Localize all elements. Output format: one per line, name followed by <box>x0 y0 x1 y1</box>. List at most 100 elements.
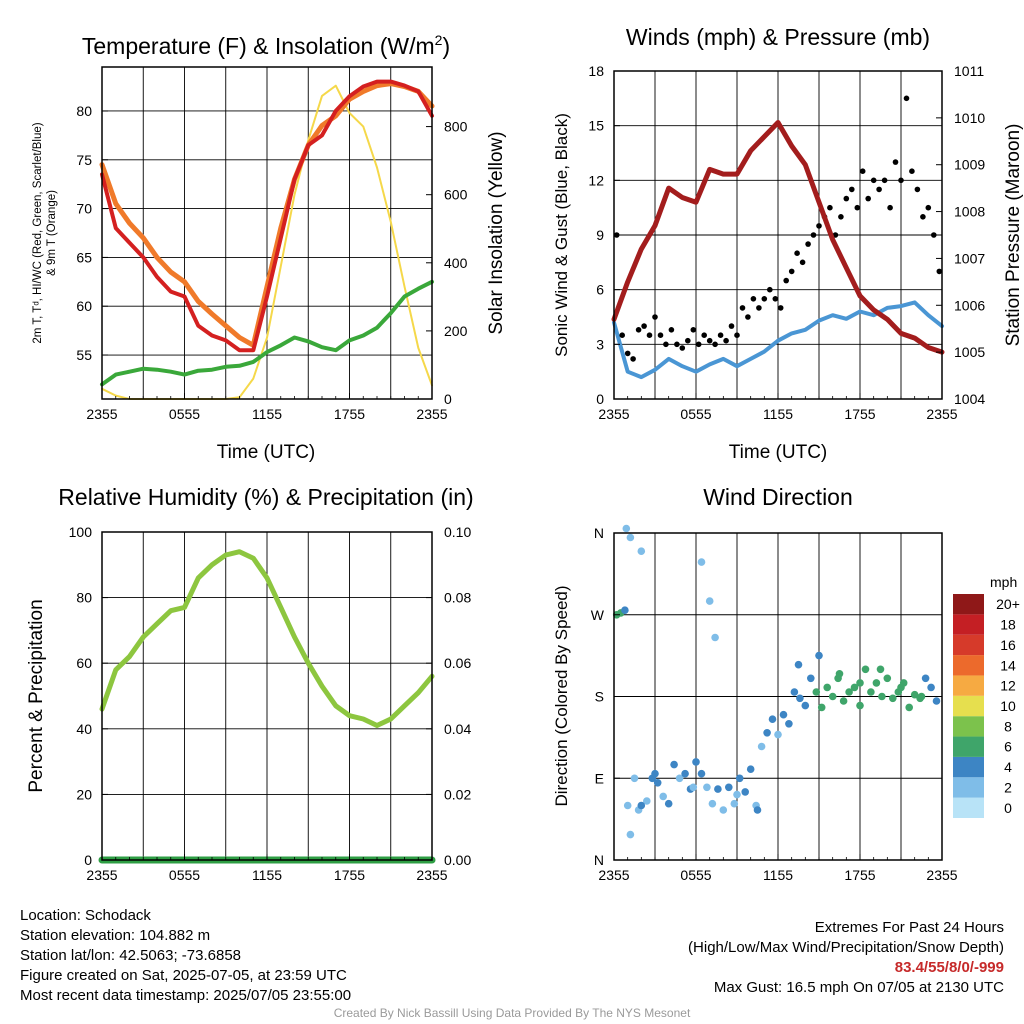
gust-point <box>887 204 893 211</box>
colorbar-swatch <box>953 756 984 778</box>
y-right-tick-label: 1011 <box>954 63 984 79</box>
gust-point <box>931 232 937 238</box>
y-right-tick-label: 0.10 <box>444 524 471 540</box>
gust-point <box>652 314 658 320</box>
colorbar-swatch <box>953 675 984 696</box>
wind-direction-y-label: Direction (Colored By Speed) <box>552 585 571 806</box>
y-tick-label: 20 <box>76 786 92 802</box>
winds-panel: Winds (mph) & Pressure (mb) 2355 0555 1155… <box>552 24 1024 463</box>
direction-point <box>768 715 777 723</box>
extremes-info: Extremes For Past 24 Hours (High/Low/Max… <box>688 918 1004 998</box>
station-location: Location: Schodack <box>20 907 151 924</box>
direction-point <box>626 830 635 839</box>
direction-point <box>889 694 897 703</box>
extremes-values: 83.4/55/8/0/-999 <box>894 959 1004 976</box>
direction-point <box>779 710 788 719</box>
y-tick-label: 75 <box>76 152 92 168</box>
winds-series <box>611 95 945 380</box>
temperature-9m-line <box>99 81 435 348</box>
gust-point <box>799 259 806 266</box>
colorbar-label: 0 <box>1004 800 1012 816</box>
station-latlon: Station lat/lon: 42.5063; -73.6858 <box>20 947 242 964</box>
direction-point <box>719 806 728 814</box>
direction-point <box>689 783 698 792</box>
gust-point <box>750 296 757 302</box>
gust-point <box>641 323 647 329</box>
gust-point <box>663 341 669 348</box>
humidity-ticks: 2355 0555 1155 1755 23550204060801000.000.02… <box>69 524 472 883</box>
x-tick-label: 0555 <box>169 406 200 422</box>
gust-point <box>630 356 636 362</box>
gust-point <box>756 305 762 311</box>
gust-point <box>701 332 707 339</box>
y-right-tick-label: 1008 <box>954 204 985 220</box>
y-right-tick-label: 1006 <box>954 297 985 313</box>
wind-direction-title: Wind Direction <box>703 484 853 510</box>
y-right-tick-label: 800 <box>444 119 468 135</box>
humidity-title: Relative Humidity (%) & Precipitation (i… <box>58 484 473 510</box>
gust-point <box>646 332 653 339</box>
y-tick-label: 3 <box>596 336 604 352</box>
gust-point <box>739 305 746 311</box>
direction-point <box>681 769 689 778</box>
direction-point <box>621 606 629 614</box>
gust-point <box>914 186 921 193</box>
gust-point <box>843 195 850 202</box>
direction-point <box>817 703 826 712</box>
gust-point <box>859 168 866 174</box>
winds-ticks: 2355 0555 1155 1755 235503691215181004100510… <box>588 63 985 422</box>
direction-point <box>796 694 804 703</box>
direction-point <box>910 690 919 699</box>
gust-point <box>827 204 833 211</box>
temperature-y-label-line1: 2m T, Tᵈ, HI/WC (Red, Green, Scarlet/Blu… <box>32 122 44 343</box>
colorbar-label: 2 <box>1004 779 1012 795</box>
gust-point <box>712 341 718 348</box>
gust-point <box>624 350 631 357</box>
humidity-line <box>99 549 435 728</box>
gust-point <box>788 268 795 275</box>
credit-line: Created By Nick Bassill Using Data Provi… <box>333 1006 691 1020</box>
gust-point <box>876 186 882 193</box>
humidity-grid <box>102 532 432 860</box>
gust-point <box>635 327 642 333</box>
colorbar-swatch <box>953 655 984 676</box>
x-tick-label: 1155 <box>763 406 793 422</box>
gust-point <box>854 204 861 211</box>
x-tick-label: 2355 <box>416 406 447 422</box>
y-tick-label: 0 <box>84 852 92 868</box>
direction-point <box>921 674 930 683</box>
direction-point <box>697 558 706 566</box>
gust-point <box>898 177 904 184</box>
gust-point <box>657 332 664 339</box>
gust-point <box>881 177 888 184</box>
x-tick-label: 2355 <box>926 867 957 883</box>
direction-point <box>703 783 711 792</box>
gust-point <box>745 314 751 320</box>
y-right-tick-label: 600 <box>444 187 468 203</box>
direction-point <box>735 774 744 783</box>
y-right-tick-label: 0.06 <box>444 655 471 671</box>
colorbar-label: 8 <box>1004 718 1012 734</box>
gust-point <box>777 305 784 311</box>
x-tick-label: 2355 <box>86 867 117 883</box>
x-tick-label: 2355 <box>598 406 629 422</box>
direction-point <box>794 660 803 669</box>
station-elevation: Station elevation: 104.882 m <box>20 927 211 944</box>
sonic-wind-line <box>612 300 944 380</box>
gust-point <box>728 323 735 329</box>
direction-point <box>905 703 913 712</box>
direction-point <box>730 799 739 808</box>
winds-y-label: Sonic Wind & Gust (Blue, Black) <box>552 113 571 357</box>
x-tick-label: 1155 <box>763 867 793 883</box>
direction-point <box>705 597 714 605</box>
direction-point <box>757 742 766 751</box>
direction-point <box>801 701 810 710</box>
dewpoint-line <box>100 279 434 387</box>
direction-point <box>839 697 848 705</box>
direction-point <box>872 679 881 687</box>
recent-timestamp: Most recent data timestamp: 2025/07/05 2… <box>20 987 352 1004</box>
direction-point <box>675 774 684 783</box>
y-tick-label: 18 <box>588 63 604 79</box>
winds-title: Winds (mph) & Pressure (mb) <box>626 24 930 50</box>
gust-point <box>767 286 773 293</box>
